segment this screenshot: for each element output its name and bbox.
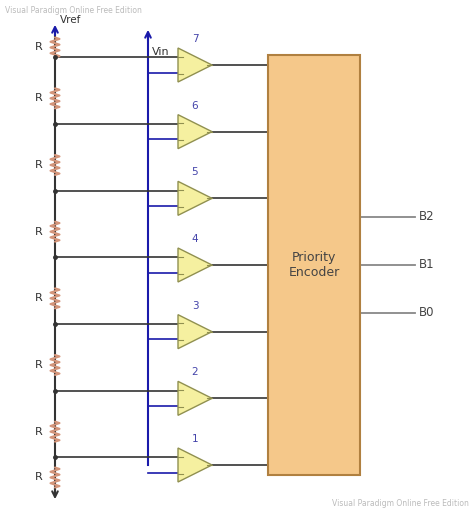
Text: R: R — [35, 360, 43, 370]
Polygon shape — [178, 248, 212, 282]
Text: B1: B1 — [419, 258, 435, 271]
Polygon shape — [178, 48, 212, 82]
Text: 5: 5 — [191, 167, 198, 177]
Text: Vref: Vref — [60, 15, 82, 25]
Text: Priority
Encoder: Priority Encoder — [288, 251, 340, 279]
Text: B0: B0 — [419, 307, 435, 320]
Text: R: R — [35, 427, 43, 437]
Text: Visual Paradigm Online Free Edition: Visual Paradigm Online Free Edition — [5, 6, 142, 15]
Text: R: R — [35, 472, 43, 482]
Text: Vin: Vin — [152, 47, 170, 57]
Text: 3: 3 — [191, 300, 198, 311]
Text: B2: B2 — [419, 210, 435, 223]
Text: 7: 7 — [191, 34, 198, 44]
FancyBboxPatch shape — [268, 55, 360, 475]
Text: R: R — [35, 93, 43, 103]
Polygon shape — [178, 448, 212, 482]
Text: R: R — [35, 160, 43, 170]
Text: R: R — [35, 42, 43, 52]
Polygon shape — [178, 314, 212, 349]
Text: R: R — [35, 293, 43, 304]
Text: Visual Paradigm Online Free Edition: Visual Paradigm Online Free Edition — [332, 499, 469, 508]
Text: 4: 4 — [191, 234, 198, 244]
Polygon shape — [178, 181, 212, 215]
Polygon shape — [178, 381, 212, 415]
Text: 6: 6 — [191, 100, 198, 111]
Text: 1: 1 — [191, 434, 198, 444]
Text: 2: 2 — [191, 367, 198, 377]
Polygon shape — [178, 114, 212, 149]
Text: R: R — [35, 227, 43, 237]
